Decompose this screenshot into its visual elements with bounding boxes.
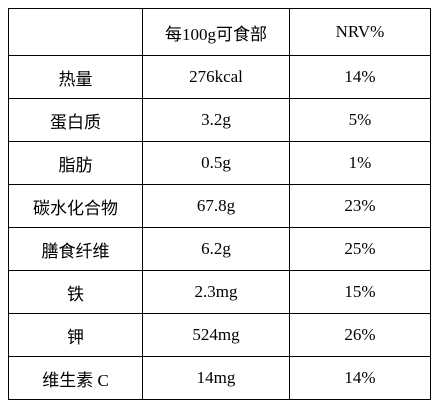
nutrient-name: 脂肪 — [8, 141, 143, 185]
nrv-cell: 23% — [289, 184, 431, 228]
nrv-cell: 14% — [289, 55, 431, 99]
header-cell: NRV% — [289, 8, 431, 56]
nutrient-name: 钾 — [8, 313, 143, 357]
nutrient-name: 膳食纤维 — [8, 227, 143, 271]
nutrient-row: 脂肪 0.5g 1% — [8, 141, 431, 185]
nutrient-row: 钾 524mg 26% — [8, 313, 431, 357]
nutrient-name: 维生素 C — [8, 356, 143, 400]
nrv-cell: 15% — [289, 270, 431, 314]
header-row: 每100g可食部 NRV% — [8, 8, 431, 56]
amount-cell: 6.2g — [142, 227, 290, 271]
amount-cell: 0.5g — [142, 141, 290, 185]
nutrient-row: 碳水化合物 67.8g 23% — [8, 184, 431, 228]
nutrient-name: 碳水化合物 — [8, 184, 143, 228]
nrv-cell: 1% — [289, 141, 431, 185]
nutrient-row: 膳食纤维 6.2g 25% — [8, 227, 431, 271]
nutrient-row: 维生素 C 14mg 14% — [8, 356, 431, 400]
amount-cell: 524mg — [142, 313, 290, 357]
nrv-cell: 14% — [289, 356, 431, 400]
amount-cell: 67.8g — [142, 184, 290, 228]
corner-cell — [8, 8, 143, 56]
amount-cell: 276kcal — [142, 55, 290, 99]
nutrient-name: 蛋白质 — [8, 98, 143, 142]
amount-cell: 3.2g — [142, 98, 290, 142]
nutrient-row: 蛋白质 3.2g 5% — [8, 98, 431, 142]
nutrition-table: 每100g可食部 NRV% 热量 276kcal 14% 蛋白质 3.2g 5% 脂肪 0.5… — [8, 8, 431, 400]
nutrient-row: 铁 2.3mg 15% — [8, 270, 431, 314]
nutrient-name: 铁 — [8, 270, 143, 314]
nutrient-name: 热量 — [8, 55, 143, 99]
amount-cell: 14mg — [142, 356, 290, 400]
nrv-cell: 5% — [289, 98, 431, 142]
amount-cell: 2.3mg — [142, 270, 290, 314]
nrv-cell: 25% — [289, 227, 431, 271]
nrv-cell: 26% — [289, 313, 431, 357]
nutrient-row: 热量 276kcal 14% — [8, 55, 431, 99]
header-cell: 每100g可食部 — [142, 8, 290, 56]
table-body: 每100g可食部 NRV% 热量 276kcal 14% 蛋白质 3.2g 5% 脂肪 0.5… — [8, 8, 431, 400]
